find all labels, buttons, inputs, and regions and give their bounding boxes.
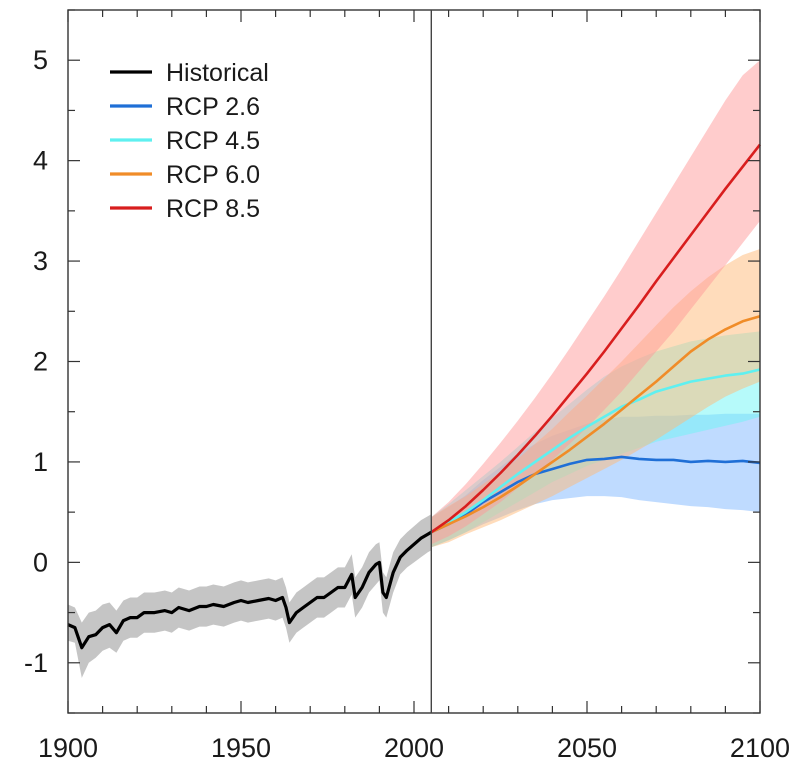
rcp-2-6-line (430, 455, 761, 534)
historical-uncertainty-band (68, 514, 432, 678)
series-lines (67, 143, 762, 650)
legend: Historical RCP 2.6 RCP 4.5 RCP 6.0 RCP 8.5 (110, 59, 269, 223)
rcp-8-5-line (430, 143, 762, 534)
rcp-4-5-line (430, 368, 761, 534)
legend-label-rcp-4-5: RCP 4.5 (166, 127, 260, 155)
x-tick-label: 1950 (211, 733, 271, 763)
legend-label-rcp-8-5: RCP 8.5 (166, 195, 260, 223)
y-tick-label: 1 (33, 447, 48, 477)
y-tick-label: 2 (33, 347, 48, 377)
y-tick-label: 4 (33, 146, 48, 176)
y-tick-label: 0 (33, 547, 48, 577)
axes (67, 9, 761, 714)
rcp-8-5-uncertainty-band (431, 60, 760, 545)
historical-line (67, 530, 433, 650)
legend-label-historical: Historical (166, 59, 269, 87)
y-tick-label: 5 (33, 45, 48, 75)
legend-label-rcp-2-6: RCP 2.6 (166, 93, 260, 121)
legend-label-rcp-6-0: RCP 6.0 (166, 161, 260, 189)
x-tick-label: 2100 (730, 733, 790, 763)
x-tick-label: 2000 (384, 733, 444, 763)
tick-labels: -1 0 1 2 3 4 5 1900 1950 2000 2050 2100 (24, 45, 790, 763)
x-tick-label: 1900 (38, 733, 98, 763)
x-tick-label: 2050 (557, 733, 617, 763)
uncertainty-bands (68, 60, 760, 678)
y-tick-label: -1 (24, 648, 48, 678)
rcp-2-6-uncertainty-band (431, 413, 760, 548)
rcp-6-0-line (430, 315, 761, 534)
y-tick-label: 3 (33, 246, 48, 276)
